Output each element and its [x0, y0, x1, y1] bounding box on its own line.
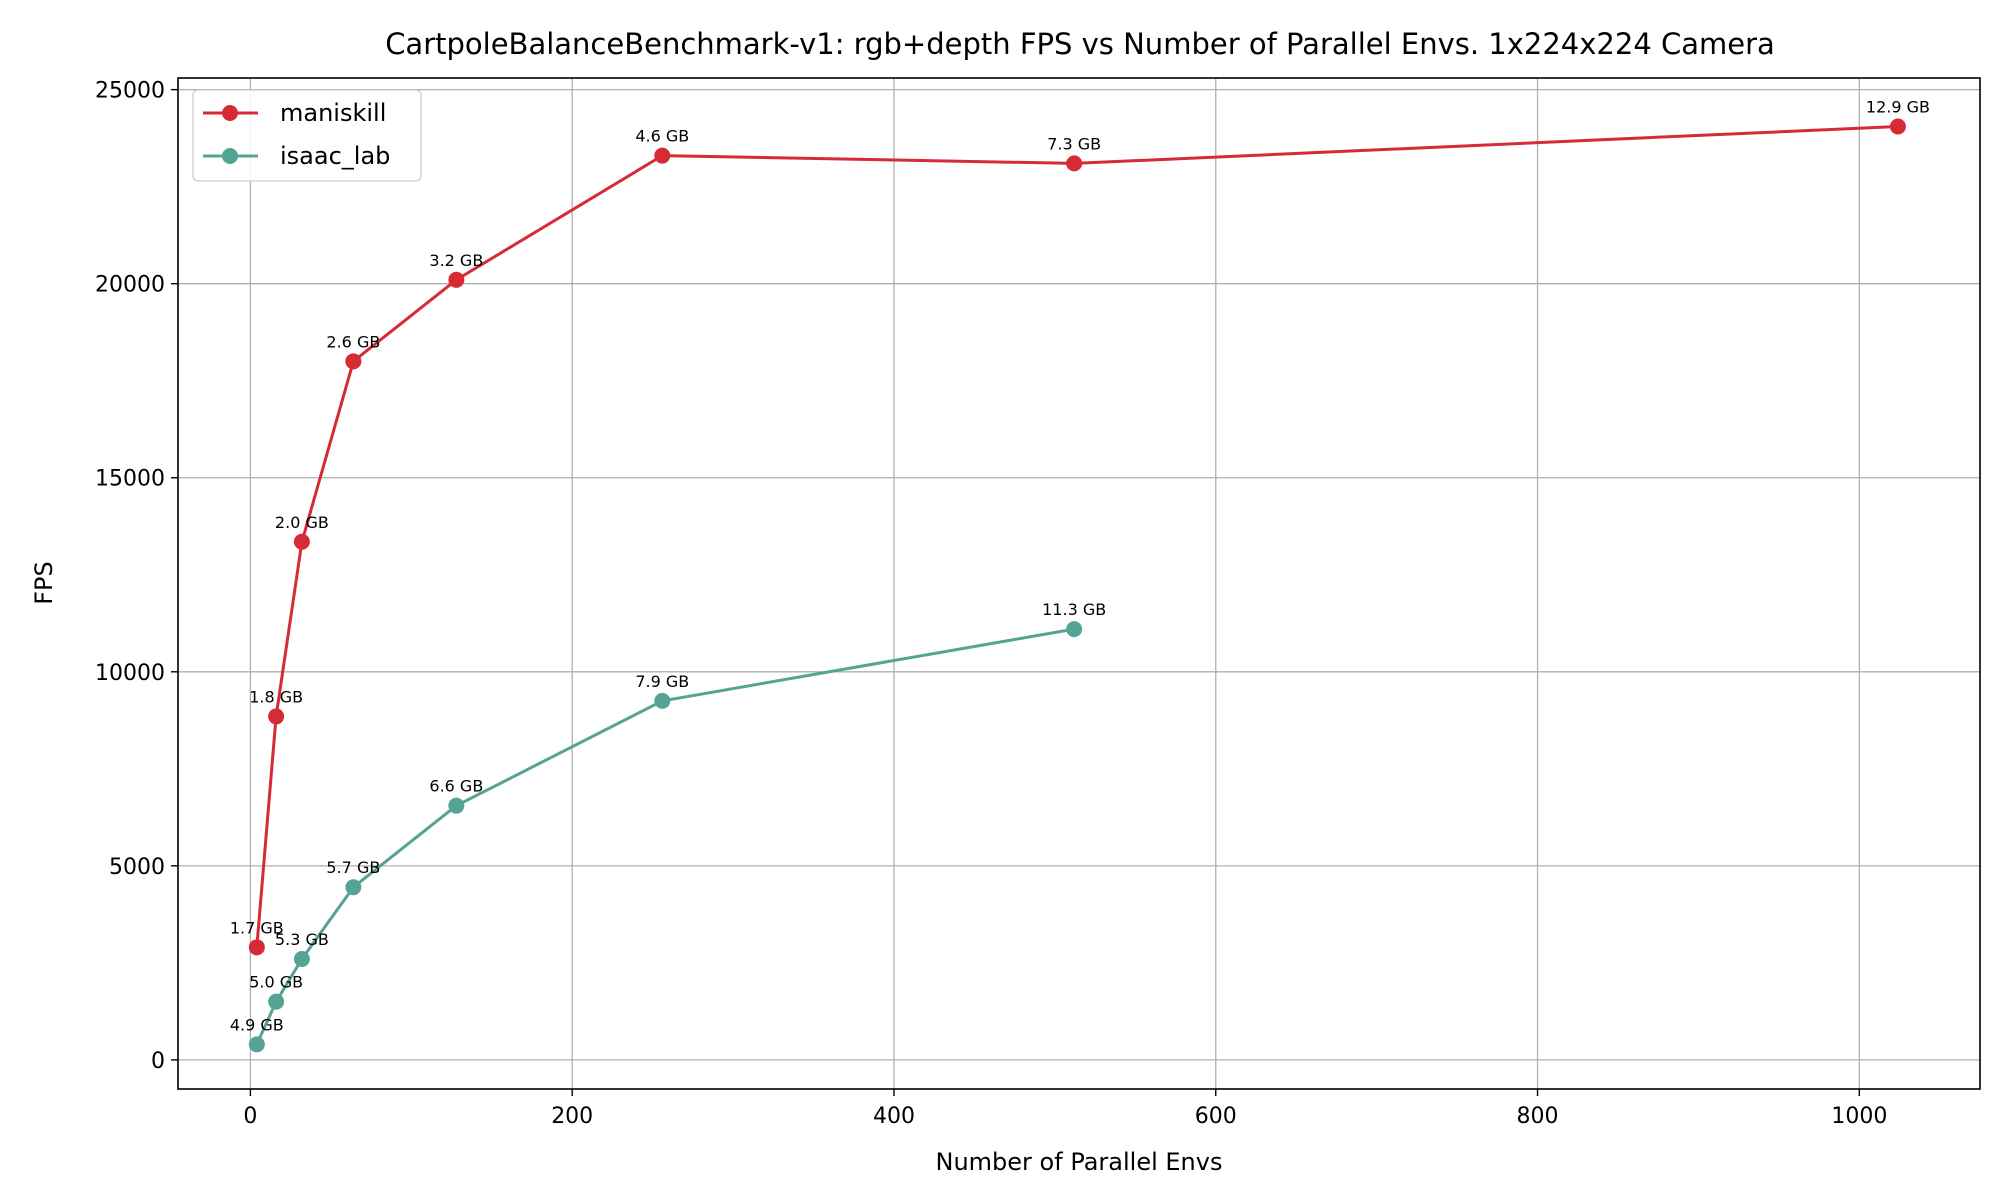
y-tick-label: 25000 [95, 79, 165, 104]
data-point-maniskill [293, 533, 310, 550]
data-point-maniskill [345, 353, 362, 370]
x-axis-title: Number of Parallel Envs [936, 1148, 1223, 1176]
series-line-maniskill [255, 125, 1898, 948]
data-point-maniskill [1066, 155, 1083, 172]
series-layer: 1.7 GB 1.8 GB 2.0 GB 2.6 GB 3.2 GB 4.6 GB 7.3 … [230, 98, 1930, 1053]
data-point-isaac_lab [248, 1036, 265, 1053]
legend-label-isaac_lab: isaac_lab [280, 142, 390, 170]
legend-marker-isaac_lab [222, 148, 238, 164]
plot-frame [177, 77, 1981, 1090]
series-maniskill: 1.7 GB 1.8 GB 2.0 GB 2.6 GB 3.2 GB 4.6 GB 7.3 … [230, 98, 1930, 956]
data-label-isaac_lab: 5.0 GB [249, 973, 303, 992]
y-axis-title: FPS [30, 561, 58, 605]
data-label-isaac_lab: 5.3 GB [275, 930, 329, 949]
data-point-isaac_lab [268, 993, 285, 1010]
data-point-maniskill [248, 939, 265, 956]
data-point-maniskill [654, 147, 671, 164]
data-point-isaac_lab [1066, 621, 1083, 638]
legend-marker-maniskill [222, 105, 238, 121]
series-line-isaac_lab [255, 627, 1075, 1046]
x-tick-label: 800 [1517, 1104, 1559, 1129]
y-tick-label: 10000 [95, 661, 165, 686]
data-point-isaac_lab [654, 692, 671, 709]
x-tick-label: 400 [873, 1104, 915, 1129]
data-point-maniskill [268, 708, 285, 725]
data-label-isaac_lab: 6.6 GB [429, 777, 483, 796]
x-tick-label: 1000 [1831, 1104, 1887, 1129]
legend-label-maniskill: maniskill [280, 99, 386, 127]
data-label-isaac_lab: 4.9 GB [230, 1015, 284, 1034]
data-label-maniskill: 1.7 GB [230, 918, 284, 937]
legend: maniskill isaac_lab [192, 89, 422, 182]
data-label-maniskill: 1.8 GB [249, 687, 303, 706]
y-tick-label: 15000 [95, 467, 165, 492]
data-label-isaac_lab: 7.9 GB [635, 672, 689, 691]
data-label-maniskill: 2.6 GB [326, 332, 380, 351]
x-tick-label: 200 [551, 1104, 593, 1129]
data-label-maniskill: 2.0 GB [275, 513, 329, 532]
series-isaac_lab: 4.9 GB 5.0 GB 5.3 GB 5.7 GB 6.6 GB 7.9 GB 11.3… [230, 600, 1106, 1053]
x-tick-label: 0 [243, 1104, 257, 1129]
chart-title: CartpoleBalanceBenchmark-v1: rgb+depth F… [385, 27, 1775, 61]
data-point-maniskill [448, 271, 465, 288]
data-label-isaac_lab: 11.3 GB [1042, 600, 1106, 619]
data-point-isaac_lab [345, 879, 362, 896]
data-label-maniskill: 7.3 GB [1047, 134, 1101, 153]
x-tick-label: 600 [1195, 1104, 1237, 1129]
grid [178, 78, 1980, 1089]
y-tick-label: 0 [151, 1049, 165, 1074]
data-label-isaac_lab: 5.7 GB [326, 858, 380, 877]
y-tick-label: 20000 [95, 273, 165, 298]
data-label-maniskill: 4.6 GB [635, 127, 689, 146]
data-point-maniskill [1889, 118, 1906, 135]
axis-ticks: 0 200 400 600 800 100005000100001500020000250… [95, 79, 1887, 1129]
y-tick-label: 5000 [109, 855, 165, 880]
data-point-isaac_lab [448, 797, 465, 814]
data-point-isaac_lab [293, 950, 310, 967]
data-label-maniskill: 12.9 GB [1866, 98, 1930, 117]
data-label-maniskill: 3.2 GB [429, 251, 483, 270]
